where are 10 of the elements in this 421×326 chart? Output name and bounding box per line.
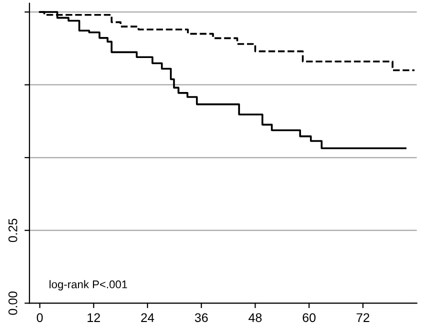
x-tick-label: 72 <box>356 313 370 322</box>
x-tick-label: 48 <box>248 313 262 322</box>
x-tick-label: 24 <box>141 313 154 322</box>
y-tick-label: 0.00 <box>8 292 18 315</box>
annotation: log-rank P<.001 <box>50 280 128 290</box>
x-tick-label: 60 <box>302 313 316 322</box>
x-tick-label: 12 <box>88 313 100 322</box>
x-tick-label: 36 <box>194 313 208 322</box>
y-tick-label: 0.25 <box>8 218 18 242</box>
x-tick-label: 0 <box>36 313 43 322</box>
